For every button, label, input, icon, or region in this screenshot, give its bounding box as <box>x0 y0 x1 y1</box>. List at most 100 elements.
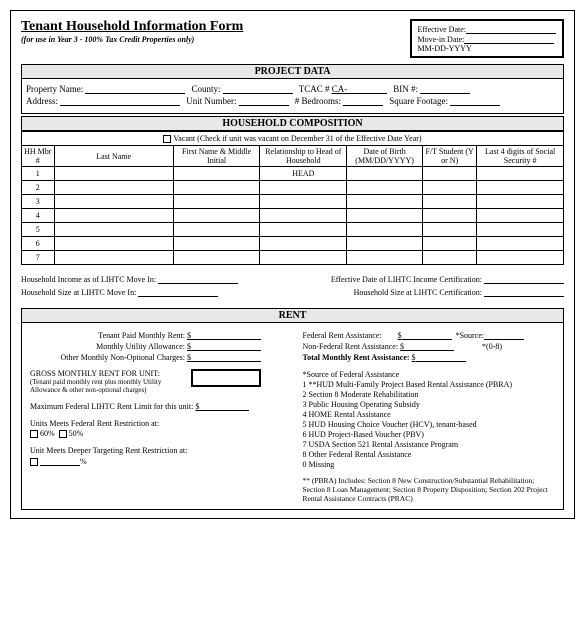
checkbox-50[interactable] <box>59 430 67 438</box>
meets-fed-label: Units Meets Federal Rent Restriction at: <box>30 419 283 428</box>
source-field[interactable] <box>484 330 524 340</box>
cell[interactable] <box>347 237 423 251</box>
form-page: Tenant Household Information Form (for u… <box>10 10 575 519</box>
table-row: 6 <box>22 237 564 251</box>
tenant-paid-field[interactable] <box>191 330 261 340</box>
table-header-row: HH Mbr # Last Name First Name & Middle I… <box>22 146 564 167</box>
cell[interactable] <box>423 181 477 195</box>
cell[interactable] <box>423 237 477 251</box>
cell[interactable] <box>173 223 260 237</box>
income-row-2: Household Size at LIHTC Move In: Househo… <box>21 287 564 297</box>
header-row: Tenant Household Information Form (for u… <box>21 19 564 58</box>
row-num: 1 <box>22 167 55 181</box>
property-name-label: Property Name: <box>26 84 83 94</box>
table-row: 1 HEAD <box>22 167 564 181</box>
col-last: Last Name <box>54 146 173 167</box>
sqft-field[interactable] <box>450 96 500 106</box>
form-subtitle: (for use in Year 3 - 100% Tax Credit Pro… <box>21 35 243 44</box>
cell[interactable] <box>260 195 347 209</box>
pct-suffix: % <box>80 457 87 466</box>
cell[interactable] <box>54 195 173 209</box>
total-assist-field[interactable] <box>416 352 466 362</box>
unit-number-field[interactable] <box>239 96 289 106</box>
eff-date-field[interactable] <box>484 274 564 284</box>
hh-size-cert-field[interactable] <box>484 287 564 297</box>
hh-income-field[interactable] <box>158 274 238 284</box>
rent-left-col: Tenant Paid Monthly Rent: $ Monthly Util… <box>30 329 283 503</box>
cell[interactable] <box>423 195 477 209</box>
cell[interactable] <box>477 251 564 265</box>
cell[interactable] <box>54 223 173 237</box>
cell[interactable] <box>173 167 260 181</box>
cell[interactable] <box>347 195 423 209</box>
max-limit-label: Maximum Federal LIHTC Rent Limit for thi… <box>30 402 193 411</box>
utility-allow-field[interactable] <box>191 341 261 351</box>
checkbox-60[interactable] <box>30 430 38 438</box>
pbra-note: ** (PBRA) Includes: Section 8 New Constr… <box>303 476 556 503</box>
cell[interactable] <box>173 251 260 265</box>
checkbox-deeper[interactable] <box>30 458 38 466</box>
cell[interactable] <box>173 195 260 209</box>
hh-size-field[interactable] <box>138 287 218 297</box>
cell[interactable] <box>477 195 564 209</box>
source-item: 3 Public Housing Operating Subsidy <box>303 400 556 409</box>
max-limit-field[interactable] <box>199 401 249 411</box>
date-format-hint: MM-DD-YYYY <box>418 44 557 53</box>
col-ft: F/T Student (Y or N) <box>423 146 477 167</box>
vacant-checkbox[interactable] <box>163 135 171 143</box>
cell[interactable] <box>477 181 564 195</box>
county-field[interactable] <box>223 84 293 94</box>
bedrooms-field[interactable] <box>343 96 383 106</box>
cell[interactable] <box>347 223 423 237</box>
effective-date-field[interactable] <box>466 24 556 34</box>
household-section-head: HOUSEHOLD COMPOSITION <box>21 116 564 131</box>
cell[interactable] <box>423 209 477 223</box>
income-row-1: Household Income as of LIHTC Move In: Ef… <box>21 274 564 284</box>
address-field[interactable] <box>60 96 180 106</box>
cell[interactable] <box>347 251 423 265</box>
cell[interactable] <box>477 223 564 237</box>
cell[interactable] <box>54 167 173 181</box>
fed-assist-field[interactable] <box>402 330 452 340</box>
nonfed-assist-field[interactable] <box>404 341 454 351</box>
meets-deeper-label: Unit Meets Deeper Targeting Rent Restric… <box>30 446 283 455</box>
cell[interactable] <box>347 209 423 223</box>
source-item: 5 HUD Housing Choice Voucher (HCV), tena… <box>303 420 556 429</box>
movein-date-field[interactable] <box>464 34 554 44</box>
date-box: Effective Date: Move-in Date: MM-DD-YYYY <box>410 19 565 58</box>
table-row: 2 <box>22 181 564 195</box>
cell[interactable] <box>173 237 260 251</box>
cell[interactable] <box>260 181 347 195</box>
other-charges-field[interactable] <box>191 352 261 362</box>
cell[interactable] <box>173 181 260 195</box>
cell[interactable] <box>173 209 260 223</box>
rent-section-head: RENT <box>21 308 564 323</box>
project-block: Property Name: County: TCAC # CA- BIN #:… <box>21 79 564 114</box>
cell[interactable] <box>477 167 564 181</box>
deeper-pct-field[interactable] <box>40 456 80 466</box>
property-name-field[interactable] <box>85 84 185 94</box>
form-title: Tenant Household Information Form <box>21 19 243 35</box>
tcac-label: TCAC # <box>299 84 330 94</box>
cell[interactable] <box>423 251 477 265</box>
bin-field[interactable] <box>420 84 470 94</box>
head-cell: HEAD <box>260 167 347 181</box>
cell[interactable] <box>347 181 423 195</box>
source-item: 4 HOME Rental Assistance <box>303 410 556 419</box>
cell[interactable] <box>477 209 564 223</box>
cell[interactable] <box>54 181 173 195</box>
project-section-head: PROJECT DATA <box>21 64 564 79</box>
cell[interactable] <box>260 209 347 223</box>
cell[interactable] <box>423 223 477 237</box>
cell[interactable] <box>54 237 173 251</box>
cell[interactable] <box>54 209 173 223</box>
tcac-field[interactable] <box>347 84 387 94</box>
cell[interactable] <box>347 167 423 181</box>
cell[interactable] <box>260 251 347 265</box>
cell[interactable] <box>260 223 347 237</box>
gross-rent-field[interactable] <box>191 369 261 387</box>
cell[interactable] <box>260 237 347 251</box>
cell[interactable] <box>423 167 477 181</box>
cell[interactable] <box>54 251 173 265</box>
cell[interactable] <box>477 237 564 251</box>
